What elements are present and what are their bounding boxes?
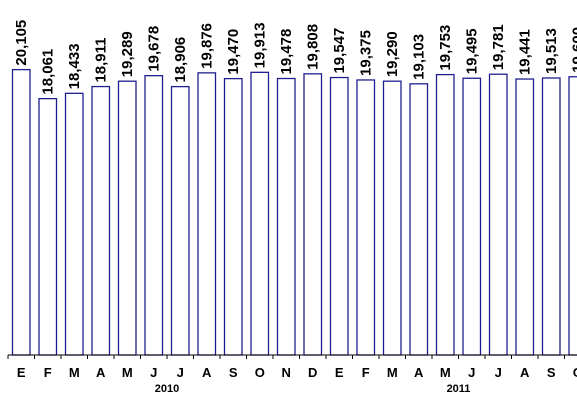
category-label: E bbox=[335, 365, 344, 380]
bar-group bbox=[11, 68, 577, 356]
bar bbox=[515, 78, 535, 356]
bar bbox=[409, 83, 429, 356]
category-label: D bbox=[308, 365, 317, 380]
value-label: 19,375 bbox=[357, 30, 374, 76]
category-label: J bbox=[495, 365, 502, 380]
bar bbox=[303, 73, 323, 356]
bar bbox=[144, 75, 164, 356]
value-label: 19,103 bbox=[410, 34, 427, 80]
value-label: 19,753 bbox=[437, 25, 454, 71]
category-label: F bbox=[44, 365, 52, 380]
value-label-group: 20,105 18,061 18,433 18,911 19,289 19,678 18,9… bbox=[13, 20, 577, 95]
bar bbox=[170, 85, 190, 356]
bar bbox=[117, 80, 137, 356]
bar bbox=[223, 77, 243, 356]
category-label: J bbox=[468, 365, 475, 380]
category-label: A bbox=[202, 365, 212, 380]
category-label-group: EFMAMJJASONDEFMAMJJASO bbox=[17, 365, 577, 380]
value-label: 19,600 bbox=[569, 27, 577, 73]
value-label: 18,433 bbox=[66, 43, 83, 89]
bar bbox=[462, 77, 482, 356]
category-label: M bbox=[387, 365, 398, 380]
bar bbox=[91, 85, 111, 356]
bar bbox=[64, 92, 84, 356]
category-label: J bbox=[177, 365, 184, 380]
value-label: 19,290 bbox=[384, 31, 401, 77]
bar bbox=[276, 77, 296, 356]
value-label: 18,911 bbox=[92, 37, 109, 82]
value-label: 19,478 bbox=[278, 29, 295, 75]
value-label: 19,470 bbox=[225, 29, 242, 75]
bar bbox=[197, 72, 217, 356]
category-label: M bbox=[122, 365, 133, 380]
category-label: A bbox=[96, 365, 106, 380]
bar bbox=[541, 77, 561, 356]
bar bbox=[11, 68, 31, 356]
value-label: 19,808 bbox=[304, 24, 321, 70]
x-axis-ticks bbox=[7, 355, 565, 359]
value-label: 18,061 bbox=[39, 49, 56, 95]
value-label: 19,513 bbox=[543, 28, 560, 74]
value-label: 20,105 bbox=[13, 20, 30, 66]
bar bbox=[356, 79, 376, 356]
category-label: O bbox=[573, 365, 577, 380]
category-label: M bbox=[440, 365, 451, 380]
value-label: 19,913 bbox=[251, 22, 268, 68]
bar bbox=[250, 71, 270, 356]
bar bbox=[568, 76, 577, 356]
category-label: A bbox=[414, 365, 424, 380]
category-label: J bbox=[150, 365, 157, 380]
bar bbox=[38, 97, 58, 356]
year-label: 2010 bbox=[155, 383, 179, 394]
year-label: 2011 bbox=[447, 383, 471, 394]
value-label: 19,781 bbox=[490, 24, 507, 70]
category-label: N bbox=[282, 365, 291, 380]
value-label: 19,495 bbox=[463, 28, 480, 74]
bar bbox=[488, 73, 508, 356]
category-label: E bbox=[17, 365, 26, 380]
category-label: O bbox=[255, 365, 265, 380]
value-label: 19,876 bbox=[198, 23, 215, 69]
category-label: S bbox=[547, 365, 556, 380]
category-label: M bbox=[69, 365, 80, 380]
value-label: 19,547 bbox=[331, 28, 348, 74]
value-label: 19,441 bbox=[516, 29, 533, 75]
category-label: A bbox=[520, 365, 530, 380]
value-label: 19,289 bbox=[119, 31, 136, 77]
category-label: F bbox=[362, 365, 370, 380]
bar bbox=[435, 73, 455, 356]
bar bbox=[382, 80, 402, 356]
value-label: 18,906 bbox=[172, 37, 189, 83]
category-label: S bbox=[229, 365, 238, 380]
year-label-group: 2010 2011 bbox=[155, 383, 471, 394]
bar bbox=[329, 76, 349, 356]
value-label: 19,678 bbox=[145, 26, 162, 72]
